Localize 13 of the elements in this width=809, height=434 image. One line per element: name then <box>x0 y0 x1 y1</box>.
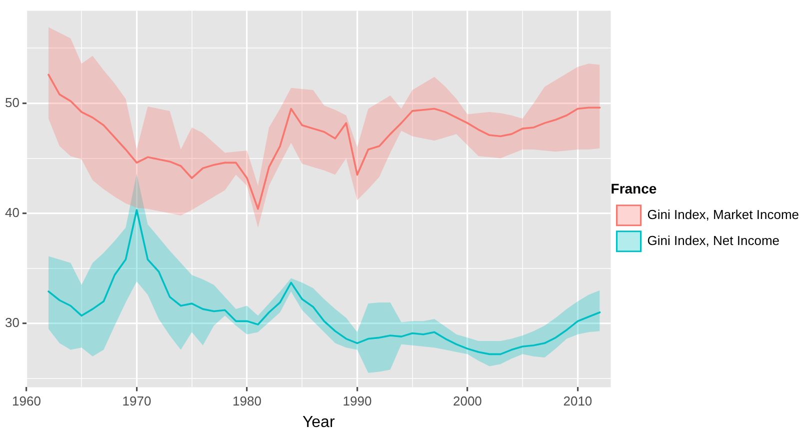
legend-label: Gini Index, Market Income <box>647 206 800 222</box>
x-axis-title: Year <box>302 414 336 431</box>
y-tick-label: 50 <box>4 94 20 110</box>
legend-title: France <box>610 180 657 196</box>
x-tick-label: 2000 <box>452 394 482 409</box>
y-tick-label: 30 <box>4 314 20 330</box>
x-tick-label: 2010 <box>563 394 592 409</box>
y-tick-label: 40 <box>4 204 20 220</box>
x-tick-label: 1990 <box>342 394 372 409</box>
x-tick-label: 1980 <box>232 394 262 409</box>
x-tick-label: 1970 <box>122 394 152 409</box>
x-tick-label: 1960 <box>12 394 41 409</box>
legend-label: Gini Index, Net Income <box>647 232 780 248</box>
